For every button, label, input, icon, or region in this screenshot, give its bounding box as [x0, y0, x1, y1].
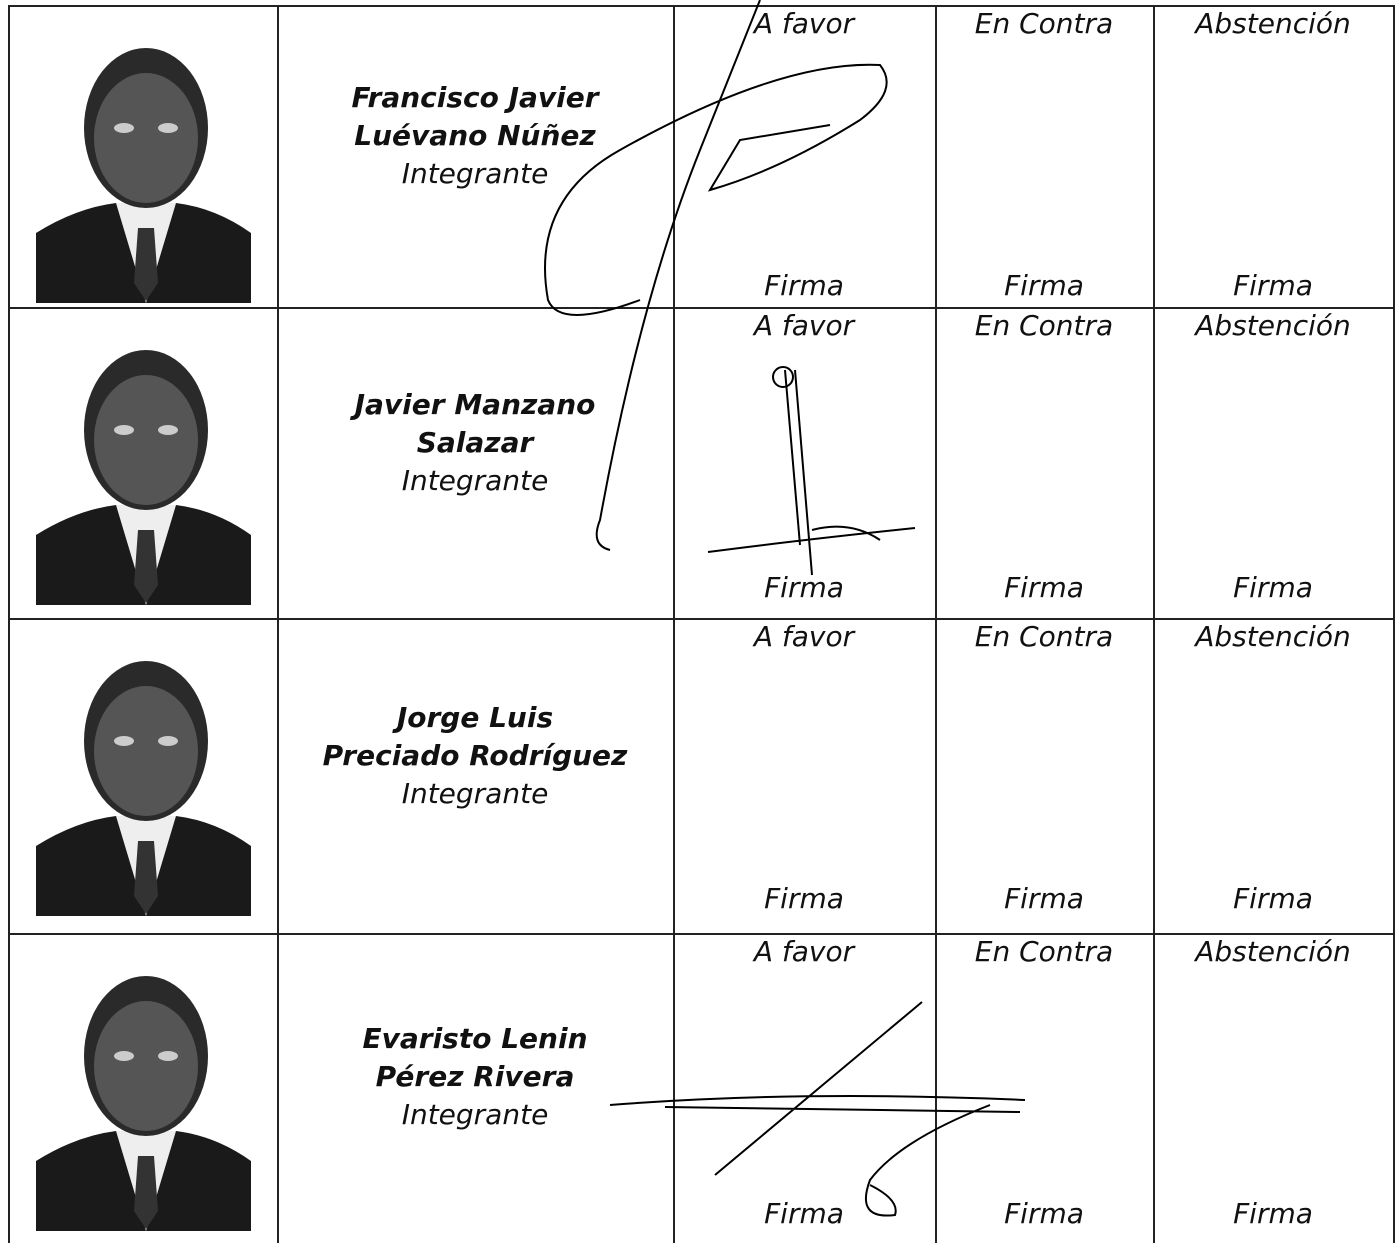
- signature-label: Firma: [764, 1197, 844, 1230]
- vote-label: A favor: [753, 309, 855, 342]
- member-name: Francisco Javier: [351, 81, 599, 114]
- member-name: Preciado Rodríguez: [322, 738, 628, 772]
- vote-label: Abstención: [1195, 7, 1351, 40]
- member-name: Evaristo Lenin: [362, 1021, 588, 1055]
- member-role: Integrante: [401, 463, 549, 497]
- member-name: Jorge Luis: [396, 700, 554, 734]
- member-photo: [36, 33, 256, 303]
- signature-label: Firma: [764, 882, 844, 915]
- member-role: Integrante: [401, 1097, 549, 1131]
- vote-label: A favor: [753, 935, 855, 968]
- vote-label: En Contra: [974, 7, 1114, 40]
- signature-label: Firma: [1004, 571, 1084, 604]
- signature-label: Firma: [764, 269, 844, 302]
- signature-label: Firma: [1233, 1197, 1313, 1230]
- member-name: Luévano Núñez: [354, 119, 596, 152]
- member-role: Integrante: [401, 776, 549, 810]
- vote-label: Abstención: [1195, 309, 1351, 342]
- member-name: Salazar: [416, 425, 534, 459]
- signature-label: Firma: [1004, 1197, 1084, 1230]
- vote-label: Abstención: [1195, 935, 1351, 968]
- vote-label: Abstención: [1195, 620, 1351, 653]
- signature-label: Firma: [1004, 269, 1084, 302]
- vote-label: En Contra: [974, 935, 1114, 968]
- member-photo: [36, 961, 256, 1231]
- signature-label: Firma: [1004, 882, 1084, 915]
- member-role: Integrante: [401, 157, 549, 190]
- member-name: Javier Manzano: [354, 387, 596, 421]
- vote-label: A favor: [753, 620, 855, 653]
- table-cell: [1153, 933, 1395, 1243]
- member-photo: [36, 335, 256, 605]
- signature-label: Firma: [1233, 882, 1313, 915]
- vote-label: A favor: [753, 7, 855, 40]
- signature-label: Firma: [1233, 571, 1313, 604]
- vote-label: En Contra: [974, 620, 1114, 653]
- signature-label: Firma: [1233, 269, 1313, 302]
- member-name: Pérez Rivera: [375, 1059, 575, 1093]
- member-photo: [36, 646, 256, 916]
- signature-label: Firma: [764, 571, 844, 604]
- vote-label: En Contra: [974, 309, 1114, 342]
